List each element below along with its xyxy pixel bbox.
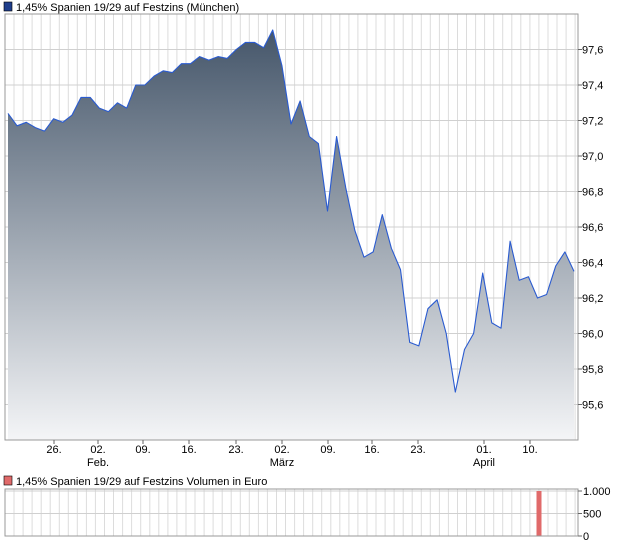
volume-legend-swatch <box>3 475 13 486</box>
main-legend-label: 1,45% Spanien 19/29 auf Festzins (Münche… <box>16 2 239 14</box>
x-tick-label: 23. <box>228 444 243 456</box>
volume-chart-grid <box>5 489 578 537</box>
y-tick-label: 96,2 <box>582 293 603 305</box>
main-y-axis: 95,6 95,8 96,0 96,2 96,4 96,6 96,8 97,0 97,2 97,4… <box>578 45 603 412</box>
volume-bars <box>536 491 542 536</box>
x-month-label: März <box>270 457 294 469</box>
x-tick-label: 01. <box>476 444 491 456</box>
volume-legend-label: 1,45% Spanien 19/29 auf Festzins Volumen… <box>16 476 267 488</box>
y-tick-label: 96,0 <box>582 329 603 341</box>
x-tick-label: 16. <box>181 444 196 456</box>
price-line <box>7 29 575 393</box>
y-tick-label: 97,4 <box>582 80 603 92</box>
y-tick-label: 97,0 <box>582 151 603 163</box>
x-tick-label: 09. <box>135 444 150 456</box>
y-tick-label: 97,2 <box>582 116 603 128</box>
main-legend-swatch <box>3 1 13 12</box>
x-tick-label: 02. <box>274 444 289 456</box>
price-area <box>7 29 575 440</box>
x-month-label: April <box>473 457 495 469</box>
x-tick-label: 23. <box>410 444 425 456</box>
y-tick-label: 97,6 <box>582 45 603 57</box>
volume-plot-frame <box>4 488 579 537</box>
volume-y-tick-label: 0 <box>583 531 589 543</box>
y-tick-label: 96,6 <box>582 222 603 234</box>
volume-bar <box>536 491 542 536</box>
x-month-label: Feb. <box>87 457 109 469</box>
price-area-fill <box>8 30 574 440</box>
volume-y-tick-label: 500 <box>583 509 601 521</box>
x-axis: 26. 02. 09. 16. 23. 02. 09. 16. 23. 01. 10. Feb. Mär… <box>46 440 538 469</box>
volume-y-axis: 1.000 500 0 <box>578 486 611 543</box>
y-tick-label: 96,4 <box>582 258 603 270</box>
y-tick-label: 95,8 <box>582 364 603 376</box>
y-tick-label: 95,6 <box>582 400 603 412</box>
x-tick-label: 10. <box>522 444 537 456</box>
x-tick-label: 09. <box>320 444 335 456</box>
x-tick-label: 26. <box>46 444 61 456</box>
x-tick-label: 02. <box>90 444 105 456</box>
y-tick-label: 96,8 <box>582 187 603 199</box>
volume-y-tick-label: 1.000 <box>583 486 611 498</box>
x-tick-label: 16. <box>364 444 379 456</box>
